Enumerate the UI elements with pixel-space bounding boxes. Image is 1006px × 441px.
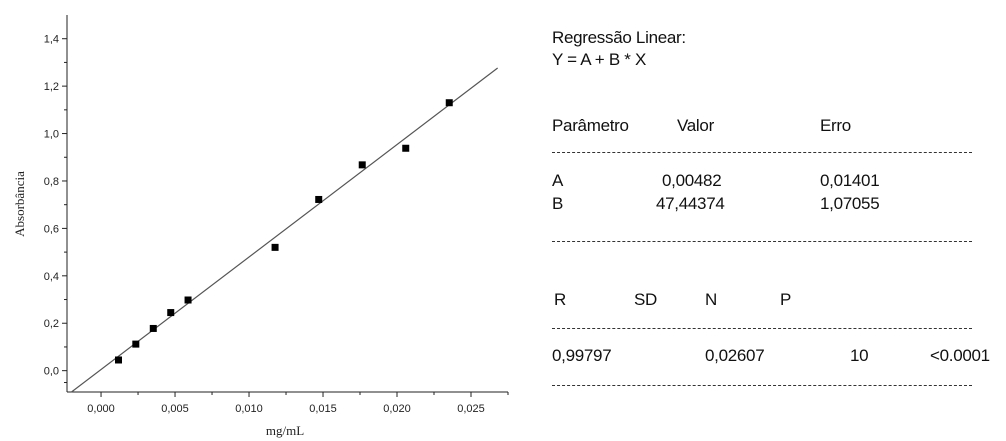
x-tick-label: 0,000 [87,403,115,415]
summary-value-sd: 0,02607 [705,346,765,365]
y-tick-label: 1,4 [44,34,59,46]
param-header-value: Valor [677,116,714,135]
data-point [445,99,453,107]
data-point [114,356,122,364]
x-tick-label: 0,005 [161,403,189,415]
data-point [402,144,410,152]
param-b-name: B [552,194,564,213]
param-a-value: 0,00482 [662,171,722,190]
x-tick-label: 0,015 [309,403,337,415]
y-tick-label: 0,2 [44,318,59,330]
y-tick-label: 0,8 [44,176,59,188]
param-b-value: 47,44374 [656,194,725,213]
chart-axes [66,15,508,393]
y-tick-label: 1,2 [44,81,59,93]
summary-header-r: R [554,290,566,309]
data-point [132,340,140,348]
y-tick-label: 0,4 [44,271,59,283]
data-point [184,296,192,304]
summary-value-r: 0,99797 [552,346,612,365]
summary-value-n: 10 [850,346,869,365]
absorbance-chart: 0,0 0,2 0,4 0,6 0,8 1,0 1,2 1,4 0,000 0,005 0,010… [12,15,509,438]
y-tick-label: 0,6 [44,223,59,235]
x-tick-label: 0,010 [235,403,263,415]
param-header-name: Parâmetro [552,116,629,135]
param-header-error: Erro [820,116,851,135]
divider-line [552,385,972,386]
fit-line-group [71,67,499,393]
y-tick-label: 0,0 [44,366,59,378]
y-ticks: 0,0 0,2 0,4 0,6 0,8 1,0 1,2 1,4 [44,34,67,384]
summary-value-p: <0.0001 [930,346,990,365]
divider-line [552,152,972,153]
y-tick-label: 1,0 [44,129,59,141]
x-tick-label: 0,020 [383,403,411,415]
divider-line [552,328,972,329]
data-point [149,324,157,332]
summary-header-n: N [705,290,717,309]
summary-header-sd: SD [634,290,658,309]
regression-equation: Y = A + B * X [552,50,647,69]
regression-title: Regressão Linear: [552,28,686,47]
param-a-name: A [552,171,564,190]
x-axis-title: mg/mL [266,423,304,438]
summary-header-p: P [780,290,792,309]
data-point [315,195,323,203]
data-points [114,99,453,364]
data-point [358,161,366,169]
y-axis-title: Absorbância [12,171,27,237]
x-ticks: 0,000 0,005 0,010 0,015 0,020 0,025 [87,392,509,415]
x-tick-label: 0,025 [457,403,485,415]
param-b-error: 1,07055 [820,194,880,213]
data-point [167,309,175,317]
divider-line [552,241,972,242]
fit-line [71,67,499,393]
data-point [271,243,279,251]
param-a-error: 0,01401 [820,171,880,190]
